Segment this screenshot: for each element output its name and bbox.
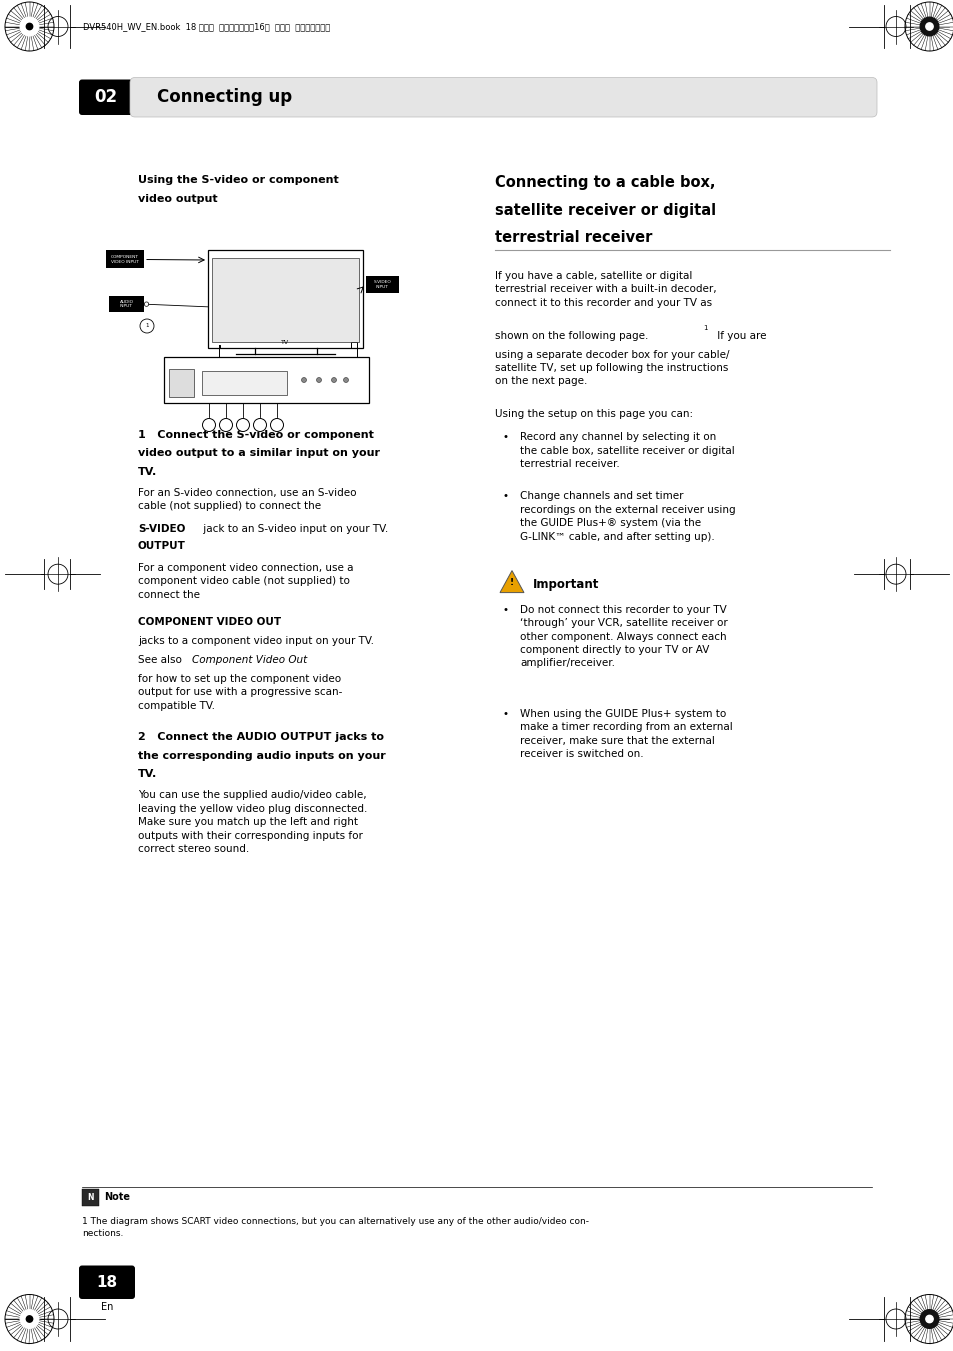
Text: If you have a cable, satellite or digital
terrestrial receiver with a built-in d: If you have a cable, satellite or digita… [495, 272, 716, 308]
Text: Note: Note [104, 1192, 130, 1202]
Text: OUTPUT: OUTPUT [138, 542, 186, 551]
Circle shape [202, 419, 215, 431]
Text: Using the S-video or component: Using the S-video or component [138, 176, 338, 185]
FancyBboxPatch shape [79, 1266, 135, 1300]
Text: satellite receiver or digital: satellite receiver or digital [495, 203, 716, 218]
Text: 1: 1 [145, 323, 149, 328]
Text: AUDIO
INPUT: AUDIO INPUT [119, 300, 133, 308]
Circle shape [219, 419, 233, 431]
Text: •: • [502, 709, 509, 719]
Text: See also: See also [138, 655, 185, 666]
Circle shape [253, 419, 266, 431]
Text: using a separate decoder box for your cable/
satellite TV, set up following the : using a separate decoder box for your ca… [495, 350, 729, 386]
Bar [109, 296, 144, 312]
Text: 18: 18 [96, 1275, 117, 1290]
Text: If you are: If you are [713, 331, 765, 340]
Text: 1 The diagram shows SCART video connections, but you can alternatively use any o: 1 The diagram shows SCART video connecti… [82, 1217, 588, 1238]
FancyBboxPatch shape [79, 80, 132, 115]
Text: For a component video connection, use a
component video cable (not supplied) to
: For a component video connection, use a … [138, 563, 354, 600]
Text: video output: video output [138, 195, 217, 204]
Text: TV.: TV. [138, 770, 157, 780]
Circle shape [316, 377, 321, 382]
Circle shape [924, 23, 932, 30]
Text: 02: 02 [94, 88, 117, 107]
Circle shape [20, 18, 39, 36]
Text: You can use the supplied audio/video cable,
leaving the yellow video plug discon: You can use the supplied audio/video cab… [138, 790, 367, 854]
Circle shape [920, 1309, 938, 1328]
Text: Connecting up: Connecting up [157, 88, 292, 107]
Bar [106, 250, 144, 269]
Text: video output to a similar input on your: video output to a similar input on your [138, 449, 379, 458]
Text: DVR540H_WV_EN.book  18 ページ  ２００６年２月16日  木曜日  午後４時３４分: DVR540H_WV_EN.book 18 ページ ２００６年２月16日 木曜日… [83, 22, 330, 31]
Circle shape [271, 419, 283, 431]
Bar [169, 369, 193, 397]
Text: jacks to a component video input on your TV.: jacks to a component video input on your… [138, 636, 374, 646]
Polygon shape [499, 570, 523, 593]
Circle shape [144, 301, 149, 307]
Circle shape [924, 1316, 932, 1323]
Text: 2   Connect the AUDIO OUTPUT jacks to: 2 Connect the AUDIO OUTPUT jacks to [138, 732, 384, 743]
Bar [208, 250, 363, 349]
Bar [202, 372, 287, 394]
Text: COMPONENT
VIDEO INPUT: COMPONENT VIDEO INPUT [111, 255, 139, 263]
Circle shape [331, 377, 336, 382]
Circle shape [27, 23, 32, 30]
Text: 1: 1 [702, 324, 707, 331]
Bar [366, 276, 398, 293]
Circle shape [20, 1309, 39, 1328]
Circle shape [343, 377, 348, 382]
Text: En: En [101, 1301, 113, 1312]
Text: COMPONENT VIDEO OUT: COMPONENT VIDEO OUT [138, 617, 281, 627]
Text: !: ! [510, 578, 514, 588]
Text: •: • [502, 605, 509, 615]
Text: terrestrial receiver: terrestrial receiver [495, 230, 652, 245]
Circle shape [301, 377, 306, 382]
Text: Record any channel by selecting it on
the cable box, satellite receiver or digit: Record any channel by selecting it on th… [519, 432, 734, 469]
Text: the corresponding audio inputs on your: the corresponding audio inputs on your [138, 751, 385, 761]
Text: Connecting to a cable box,: Connecting to a cable box, [495, 176, 715, 190]
Text: Do not connect this recorder to your TV
‘through’ your VCR, satellite receiver o: Do not connect this recorder to your TV … [519, 605, 727, 669]
Circle shape [236, 419, 250, 431]
Text: TV.: TV. [138, 467, 157, 477]
Text: Using the setup on this page you can:: Using the setup on this page you can: [495, 409, 693, 419]
Text: shown on the following page.: shown on the following page. [495, 331, 648, 340]
Text: •: • [502, 492, 509, 501]
Text: Important: Important [533, 578, 598, 592]
Text: 1   Connect the S-video or component: 1 Connect the S-video or component [138, 430, 374, 440]
Text: Component Video Out: Component Video Out [193, 655, 308, 666]
Text: Change channels and set timer
recordings on the external receiver using
the GUID: Change channels and set timer recordings… [519, 492, 735, 542]
Bar [82, 1189, 98, 1205]
Bar [164, 357, 369, 403]
Text: •: • [502, 432, 509, 443]
FancyBboxPatch shape [130, 77, 876, 118]
Circle shape [27, 1316, 32, 1323]
Text: N: N [87, 1193, 93, 1201]
Text: When using the GUIDE Plus+ system to
make a timer recording from an external
rec: When using the GUIDE Plus+ system to mak… [519, 709, 732, 759]
Bar [212, 258, 358, 342]
Circle shape [920, 18, 938, 36]
Text: jack to an S-video input on your TV.: jack to an S-video input on your TV. [200, 524, 388, 534]
Circle shape [140, 319, 153, 332]
Text: S-VIDEO
INPUT: S-VIDEO INPUT [374, 280, 391, 289]
Text: S-VIDEO: S-VIDEO [138, 524, 185, 534]
Text: TV: TV [281, 340, 290, 345]
Text: For an S-video connection, use an S-video
cable (not supplied) to connect the: For an S-video connection, use an S-vide… [138, 488, 356, 512]
Text: for how to set up the component video
output for use with a progressive scan-
co: for how to set up the component video ou… [138, 674, 342, 711]
